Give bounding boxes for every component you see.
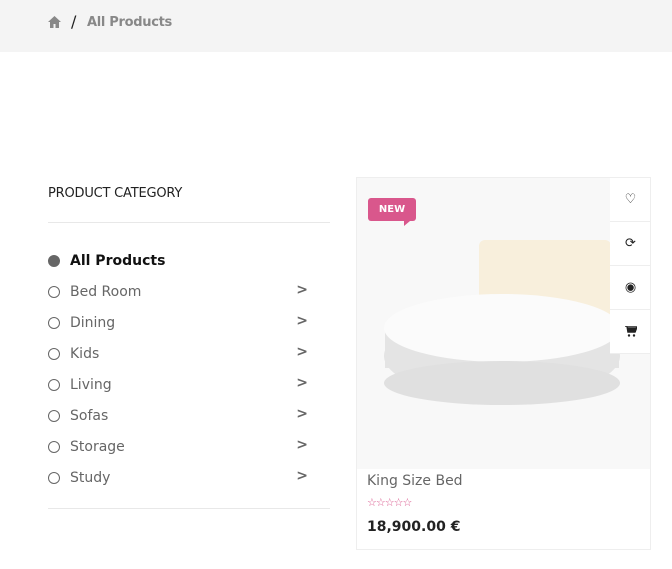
chevron-right-icon[interactable]: > xyxy=(296,468,308,484)
category-item[interactable]: All Products xyxy=(48,251,308,271)
category-item[interactable]: Dining > xyxy=(48,313,308,333)
add-to-cart-button[interactable] xyxy=(610,310,650,354)
category-label: Dining xyxy=(70,315,116,331)
cart-icon xyxy=(624,326,637,337)
radio-button[interactable] xyxy=(48,317,60,329)
category-item[interactable]: Sofas > xyxy=(48,406,308,426)
radio-button[interactable] xyxy=(48,255,60,267)
chevron-right-icon[interactable]: > xyxy=(296,406,308,422)
category-label: Bed Room xyxy=(70,284,142,300)
refresh-icon: ⟳ xyxy=(625,236,636,251)
breadcrumb-separator: / xyxy=(71,12,77,31)
heart-icon: ♡ xyxy=(624,192,637,207)
category-label: Living xyxy=(70,377,112,393)
radio-button[interactable] xyxy=(48,441,60,453)
category-item[interactable]: Bed Room > xyxy=(48,282,308,302)
rating-stars: ☆☆☆☆☆ xyxy=(367,496,412,509)
chevron-right-icon[interactable]: > xyxy=(296,313,308,329)
divider xyxy=(48,508,330,509)
chevron-right-icon[interactable]: > xyxy=(296,437,308,453)
product-card[interactable]: NEW ♡ ⟳ ◉ King Size Bed ☆☆☆☆☆ 18,900.00 … xyxy=(356,177,651,550)
category-item[interactable]: Kids > xyxy=(48,344,308,364)
radio-button[interactable] xyxy=(48,472,60,484)
radio-button[interactable] xyxy=(48,410,60,422)
category-label: Kids xyxy=(70,346,100,362)
radio-button[interactable] xyxy=(48,348,60,360)
category-label: Sofas xyxy=(70,408,109,424)
category-label: Study xyxy=(70,470,111,486)
radio-button[interactable] xyxy=(48,286,60,298)
compare-button[interactable]: ⟳ xyxy=(610,222,650,266)
eye-icon: ◉ xyxy=(624,280,637,295)
bed-image xyxy=(384,240,620,405)
divider xyxy=(48,222,330,223)
category-item[interactable]: Storage > xyxy=(48,437,308,457)
chevron-right-icon[interactable]: > xyxy=(296,375,308,391)
breadcrumb-current: All Products xyxy=(87,15,172,30)
radio-button[interactable] xyxy=(48,379,60,391)
category-title: PRODUCT CATEGORY xyxy=(48,186,183,201)
category-label: Storage xyxy=(70,439,125,455)
product-image[interactable]: NEW ♡ ⟳ ◉ xyxy=(357,178,650,469)
breadcrumb: / All Products xyxy=(0,0,672,52)
quick-view-button[interactable]: ◉ xyxy=(610,266,650,310)
chevron-right-icon[interactable]: > xyxy=(296,282,308,298)
category-item[interactable]: Study > xyxy=(48,468,308,488)
new-badge: NEW xyxy=(368,198,416,226)
product-name[interactable]: King Size Bed xyxy=(367,473,463,489)
product-price: 18,900.00 € xyxy=(367,519,461,535)
category-label: All Products xyxy=(70,253,166,269)
chevron-right-icon[interactable]: > xyxy=(296,344,308,360)
wishlist-button[interactable]: ♡ xyxy=(610,178,650,222)
home-icon[interactable] xyxy=(48,16,61,28)
category-item[interactable]: Living > xyxy=(48,375,308,395)
